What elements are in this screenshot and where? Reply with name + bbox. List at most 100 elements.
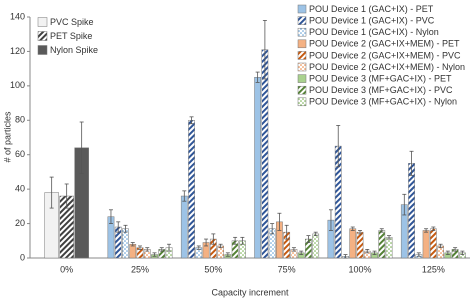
error-bar bbox=[138, 245, 142, 250]
error-bar bbox=[350, 226, 355, 231]
legend-label: Nylon Spike bbox=[50, 45, 98, 55]
error-bar bbox=[182, 190, 187, 202]
bar bbox=[180, 195, 188, 259]
bar bbox=[429, 228, 437, 259]
legend-swatch bbox=[37, 45, 48, 55]
x-tick-label: 25% bbox=[131, 264, 149, 274]
y-tick-label: 40 bbox=[15, 184, 25, 194]
error-bar bbox=[284, 224, 289, 240]
legend-swatch bbox=[297, 39, 307, 49]
bar bbox=[261, 49, 269, 259]
error-bar bbox=[225, 252, 230, 257]
error-bar bbox=[64, 183, 69, 209]
error-bar bbox=[123, 224, 128, 233]
bar bbox=[385, 237, 393, 259]
error-bar bbox=[358, 230, 362, 235]
error-bar bbox=[431, 226, 436, 231]
legend-swatch bbox=[37, 17, 48, 27]
legend-label: POU Device 1 (GAC+IX) - PVC bbox=[309, 15, 435, 25]
error-bar bbox=[379, 228, 384, 233]
error-bar bbox=[445, 250, 450, 255]
y-tick-label: 20 bbox=[15, 218, 25, 228]
legend-label: POU Device 1 (GAC+IX) - Nylon bbox=[309, 27, 439, 37]
error-bar bbox=[453, 247, 458, 252]
legend-swatch bbox=[297, 51, 307, 60]
bar bbox=[312, 233, 320, 259]
error-bar bbox=[189, 116, 194, 125]
bar bbox=[422, 230, 430, 259]
legend-swatch bbox=[297, 27, 307, 37]
x-axis-label: Capacity increment bbox=[211, 287, 289, 297]
y-tick-label: 140 bbox=[10, 11, 25, 21]
error-bar bbox=[291, 247, 296, 252]
error-bar bbox=[409, 150, 414, 176]
y-tick-label: 100 bbox=[10, 80, 25, 90]
error-bar bbox=[402, 193, 407, 216]
error-bar bbox=[277, 212, 282, 231]
legend-label: POU Device 3 (MF+GAC+IX) - PVC bbox=[309, 85, 453, 95]
error-bar bbox=[204, 238, 209, 247]
legend-label: POU Device 1 (GAC+IX) - PET bbox=[309, 4, 434, 14]
legend-label: POU Device 2 (GAC+IX+MEM) - Nylon bbox=[309, 62, 465, 72]
y-tick-label: 0 bbox=[20, 252, 25, 262]
legend-label: PVC Spike bbox=[50, 17, 94, 27]
error-bar bbox=[255, 71, 260, 83]
x-tick-label: 0% bbox=[60, 264, 73, 274]
error-bar bbox=[424, 228, 429, 233]
x-tick-label: 75% bbox=[278, 264, 296, 274]
error-bar bbox=[306, 235, 311, 243]
error-bar bbox=[372, 250, 377, 255]
legend-label: POU Device 2 (GAC+IX+MEM) - PVC bbox=[309, 50, 461, 60]
error-bar bbox=[336, 125, 341, 168]
x-tick-label: 50% bbox=[204, 264, 222, 274]
bar bbox=[356, 231, 364, 259]
legend-swatch bbox=[297, 97, 307, 107]
error-bar bbox=[313, 231, 318, 237]
error-bar bbox=[218, 243, 223, 249]
error-bar bbox=[196, 245, 201, 250]
error-bar bbox=[262, 20, 267, 80]
bar bbox=[122, 228, 129, 259]
error-bar bbox=[233, 236, 238, 245]
bar bbox=[408, 163, 415, 259]
y-tick-label: 80 bbox=[15, 115, 25, 125]
error-bar bbox=[167, 243, 172, 252]
bar bbox=[378, 230, 386, 259]
x-tick-label: 100% bbox=[348, 264, 371, 274]
error-bar bbox=[108, 209, 113, 224]
legend-label: POU Device 2 (GAC+IX+MEM) - PET bbox=[309, 39, 460, 49]
error-bar bbox=[130, 242, 135, 247]
error-bar bbox=[299, 250, 304, 255]
error-bar bbox=[49, 176, 54, 209]
error-bar bbox=[438, 243, 443, 249]
error-bar bbox=[460, 250, 465, 255]
legend-swatch bbox=[37, 31, 48, 41]
legend-swatch bbox=[297, 62, 307, 72]
legend-swatch bbox=[297, 85, 307, 95]
legend-swatch bbox=[297, 4, 307, 14]
legend-swatch bbox=[297, 16, 307, 25]
bar bbox=[349, 228, 357, 259]
error-bar bbox=[416, 252, 421, 257]
error-bar bbox=[79, 121, 84, 175]
error-bar bbox=[328, 209, 333, 231]
legend-label: PET Spike bbox=[50, 31, 92, 41]
error-bar bbox=[240, 236, 245, 245]
error-bar bbox=[159, 247, 164, 252]
bar bbox=[254, 77, 262, 259]
x-tick-label: 125% bbox=[422, 264, 445, 274]
error-bar bbox=[211, 233, 216, 245]
y-axis-label: # of particles bbox=[2, 111, 12, 163]
error-bar bbox=[343, 254, 348, 259]
bar bbox=[188, 120, 195, 259]
error-bar bbox=[145, 247, 150, 252]
y-tick-label: 120 bbox=[10, 46, 25, 56]
error-bar bbox=[365, 248, 370, 254]
error-bar bbox=[387, 235, 392, 240]
legend-label: POU Device 3 (MF+GAC+IX) - PET bbox=[309, 73, 452, 83]
error-bar bbox=[152, 252, 157, 257]
error-bar bbox=[270, 223, 275, 235]
legend-swatch bbox=[297, 74, 307, 83]
legend-label: POU Device 3 (MF+GAC+IX) - Nylon bbox=[309, 97, 457, 107]
